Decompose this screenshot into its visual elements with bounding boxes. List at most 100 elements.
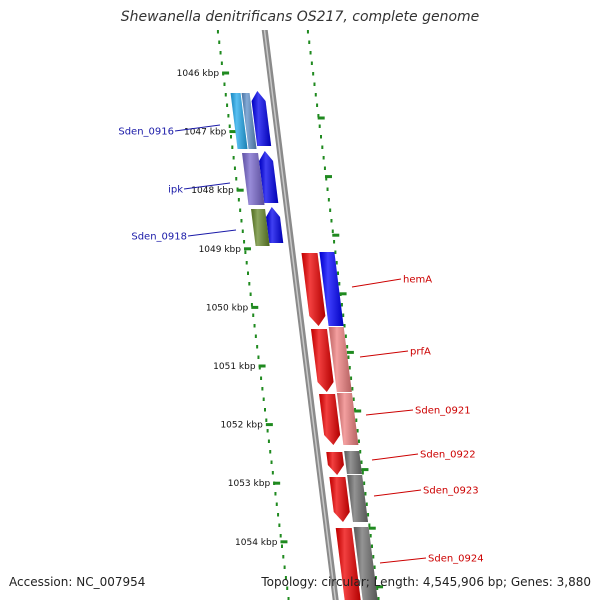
gene-label: Sden_0924	[428, 554, 484, 565]
gene-leader-line	[174, 124, 221, 132]
scale-major-tick	[258, 364, 266, 368]
scale-dot	[314, 93, 317, 97]
scale-dot	[377, 597, 380, 600]
gene-label: ipk	[168, 185, 183, 196]
scale-dot	[334, 250, 337, 254]
scale-dot	[368, 523, 371, 527]
scale-dot	[275, 502, 278, 506]
scale-dot	[356, 429, 359, 433]
scale-dot	[223, 82, 226, 86]
gene-feature-shade	[251, 209, 270, 246]
scale-dot	[346, 345, 349, 349]
scale-dot	[337, 271, 340, 275]
scale-major-tick	[339, 292, 347, 296]
scale-dot	[245, 261, 248, 265]
gene-feature-shade	[230, 93, 248, 149]
scale-dot	[326, 187, 329, 191]
scale-dot	[254, 334, 257, 338]
scale-dot	[344, 334, 347, 338]
scale-dot	[287, 597, 290, 600]
scale-dot	[284, 576, 287, 580]
scale-dot	[348, 366, 351, 370]
gene-label: hemA	[403, 275, 432, 286]
gene-feature-shade	[319, 252, 344, 326]
scale-dot	[257, 355, 260, 359]
scale-dot	[266, 429, 269, 433]
scale-dot	[228, 124, 231, 128]
scale-dot	[363, 481, 366, 485]
scale-dot	[260, 376, 263, 380]
cds-arrow-shade	[310, 329, 334, 392]
scale-dot	[365, 502, 368, 506]
scale-dot	[235, 177, 238, 181]
scale-dot	[320, 135, 323, 139]
scale-dot	[318, 124, 321, 128]
scale-major-tick	[376, 585, 384, 589]
scale-dot	[370, 544, 373, 548]
scale-dot	[283, 565, 286, 569]
gene-feature-shade	[241, 93, 257, 149]
scale-label: 1048 kbp	[191, 186, 234, 196]
scale-major-tick	[229, 130, 237, 134]
genome-summary-text: Topology: circular; Length: 4,545,906 bp…	[261, 575, 591, 589]
scale-dot	[333, 240, 336, 244]
scale-dot	[355, 418, 358, 422]
scale-dot	[321, 145, 324, 149]
cds-arrow-shade	[301, 253, 326, 326]
scale-dot	[220, 61, 223, 65]
scale-dot	[280, 544, 283, 548]
scale-dot	[258, 366, 261, 370]
scale-dot	[267, 439, 270, 443]
scale-label: 1047 kbp	[184, 128, 227, 138]
scale-dot	[327, 198, 330, 202]
scale-dot	[313, 82, 316, 86]
scale-dot	[322, 156, 325, 160]
accession-text: Accession: NC_007954	[9, 575, 146, 589]
scale-dot	[262, 397, 265, 401]
cds-arrow-shade	[259, 151, 279, 203]
gene-label: Sden_0923	[423, 486, 479, 497]
scale-dot	[282, 555, 285, 559]
gene-feature-shade	[353, 527, 378, 600]
scale-dot	[247, 271, 250, 275]
scale-dot	[230, 135, 233, 139]
cds-arrow-shade	[319, 394, 341, 445]
scale-dot	[252, 313, 255, 317]
scale-dot	[261, 387, 264, 391]
gene-leader-line	[365, 409, 414, 416]
scale-dot	[241, 229, 244, 233]
scale-dot	[270, 460, 273, 464]
gene-leader-line	[351, 278, 402, 288]
scale-dot	[351, 387, 354, 391]
cds-arrow-shade	[251, 91, 272, 146]
scale-major-tick	[243, 247, 251, 251]
scale-major-tick	[236, 188, 244, 192]
gene-feature-shade	[242, 153, 265, 205]
cds-arrow-shade	[266, 207, 284, 243]
scale-dot	[265, 418, 268, 422]
cds-arrow-shade	[335, 528, 361, 600]
scale-major-tick	[354, 409, 362, 413]
scale-dot	[357, 439, 360, 443]
gene-leader-line	[183, 182, 231, 190]
scale-dot	[359, 450, 362, 454]
scale-label: 1051 kbp	[213, 362, 256, 372]
scale-dot	[374, 576, 377, 580]
scale-dot	[274, 492, 277, 496]
scale-dot	[364, 492, 367, 496]
scale-dot	[248, 282, 251, 286]
scale-dot	[335, 261, 338, 265]
scale-major-tick	[251, 305, 259, 309]
scale-major-tick	[273, 481, 281, 485]
scale-dot	[271, 471, 274, 475]
scale-dot	[317, 114, 320, 118]
scale-dot	[330, 219, 333, 223]
scale-dot	[306, 30, 309, 34]
scale-dot	[361, 471, 364, 475]
scale-dot	[343, 324, 346, 328]
scale-label: 1052 kbp	[220, 421, 263, 431]
scale-major-tick	[222, 71, 230, 75]
scale-dot	[372, 555, 375, 559]
gene-leader-line	[379, 557, 427, 564]
